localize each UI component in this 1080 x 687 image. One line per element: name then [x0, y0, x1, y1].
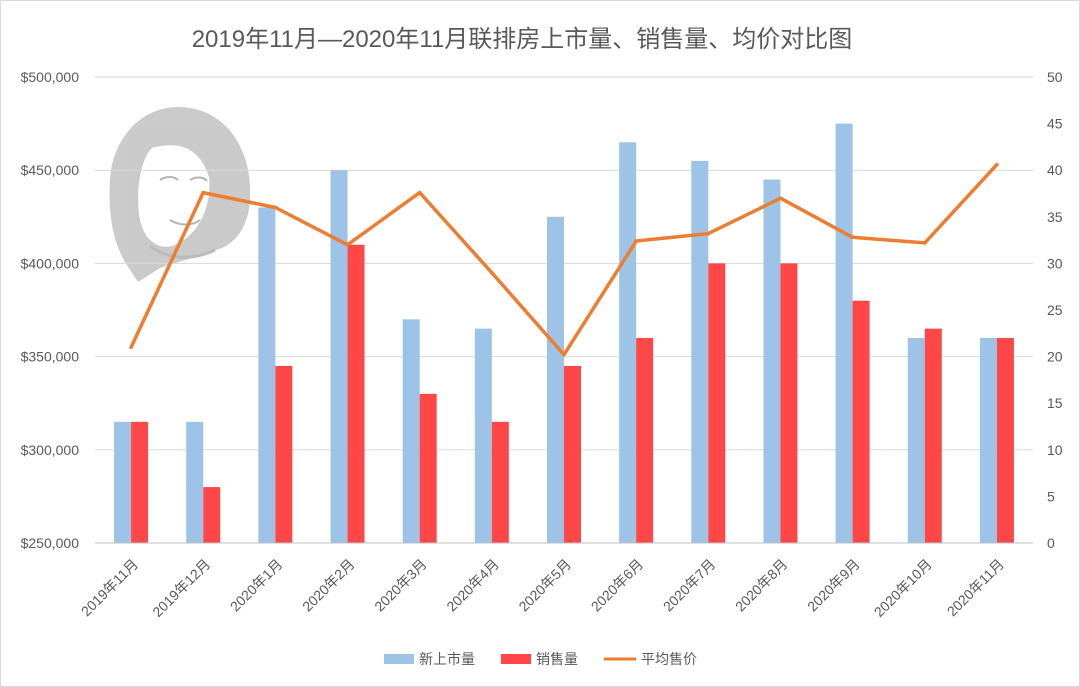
bar-sales [203, 487, 221, 543]
y-left-tick-label: $300,000 [21, 442, 80, 458]
avg-price-point [129, 345, 133, 350]
price-line [129, 162, 999, 357]
bar-sales [419, 393, 437, 543]
x-tick-label: 2020年11月 [944, 556, 1007, 619]
y-right-tick-label: 45 [1047, 116, 1063, 132]
bar-new-listings [619, 142, 637, 544]
avg-price-point [417, 190, 422, 195]
avg-price-point [201, 190, 206, 195]
bar-new-listings [186, 421, 204, 543]
legend-swatch-new-listings [384, 654, 414, 664]
bar-sales [996, 337, 1014, 543]
y-right-tick-label: 5 [1047, 488, 1055, 504]
y-axis-right: 0 5 10 15 20 25 30 35 40 45 50 [1047, 69, 1063, 551]
avg-price-point [850, 235, 855, 240]
bar-new-listings [763, 179, 781, 543]
x-tick-label: 2020年7月 [660, 556, 719, 615]
bar-sales [131, 421, 149, 543]
y-left-tick-label: $350,000 [21, 349, 80, 365]
legend-label-new-listings: 新上市量 [419, 651, 475, 667]
bars [114, 123, 1014, 544]
x-tick-label: 2020年2月 [299, 556, 358, 615]
y-left-tick-label: $450,000 [21, 162, 80, 178]
x-tick-label: 2020年10月 [871, 556, 935, 620]
x-tick-label: 2020年9月 [804, 556, 863, 615]
x-tick-label: 2020年3月 [371, 556, 430, 615]
bar-new-listings [330, 170, 348, 543]
y-right-tick-label: 50 [1047, 69, 1063, 85]
x-axis: 2019年11月 2019年12月 2020年1月 2020年2月 2020年3月 202… [78, 542, 1033, 620]
bar-sales [564, 365, 581, 543]
bar-sales [708, 263, 726, 543]
bar-sales [347, 244, 365, 543]
bar-sales [852, 300, 870, 543]
bar-new-listings [691, 160, 709, 543]
y-right-tick-label: 15 [1047, 395, 1063, 411]
y-axis-left: $250,000 $300,000 $350,000 $400,000 $450,000… [21, 69, 80, 551]
avg-price-point [922, 241, 927, 245]
bar-sales [636, 337, 654, 543]
chart-title: 2019年11月—2020年11月联排房上市量、销售量、均价对比图 [192, 26, 853, 53]
y-right-tick-label: 0 [1047, 535, 1055, 551]
x-tick-label: 2020年5月 [515, 556, 574, 615]
y-right-tick-label: 25 [1047, 302, 1063, 318]
bar-sales [275, 365, 293, 543]
avg-price-point [995, 162, 999, 167]
y-right-tick-label: 10 [1047, 442, 1063, 458]
y-right-tick-label: 40 [1047, 162, 1063, 178]
x-tick-label: 2020年6月 [588, 556, 647, 615]
bar-new-listings [114, 421, 132, 543]
avg-price-point [345, 242, 350, 247]
avg-price-point [634, 239, 638, 243]
bar-new-listings [402, 319, 420, 543]
bar-sales [491, 421, 509, 543]
bar-new-listings [979, 337, 997, 543]
y-left-tick-label: $500,000 [21, 69, 80, 85]
legend-label-avg-price: 平均售价 [641, 651, 697, 667]
x-tick-label: 2020年1月 [227, 556, 286, 615]
legend: 新上市量 销售量 平均售价 [384, 651, 697, 667]
avg-price-point [490, 270, 494, 275]
bar-sales [780, 263, 798, 543]
bar-sales [924, 328, 942, 543]
x-tick-label: 2019年11月 [78, 556, 141, 619]
avg-price-point [778, 196, 783, 200]
x-tick-label: 2020年8月 [732, 556, 791, 615]
bar-new-listings [835, 123, 853, 543]
bar-new-listings [258, 207, 276, 544]
x-tick-label: 2019年12月 [149, 556, 213, 620]
bar-new-listings [474, 328, 492, 543]
avg-price-point [562, 352, 566, 357]
y-left-tick-label: $400,000 [21, 255, 80, 271]
bar-new-listings [547, 216, 564, 544]
legend-label-sales: 销售量 [536, 651, 578, 667]
y-right-tick-label: 20 [1047, 349, 1063, 365]
bar-new-listings [907, 337, 925, 543]
woman-portrait-icon [109, 107, 251, 282]
y-right-tick-label: 35 [1047, 209, 1063, 225]
y-left-tick-label: $250,000 [21, 535, 80, 551]
avg-price-point [706, 231, 711, 236]
y-right-tick-label: 30 [1047, 255, 1063, 271]
x-tick-label: 2020年4月 [443, 556, 502, 615]
legend-swatch-sales [501, 654, 531, 664]
avg-price-point [273, 205, 278, 210]
